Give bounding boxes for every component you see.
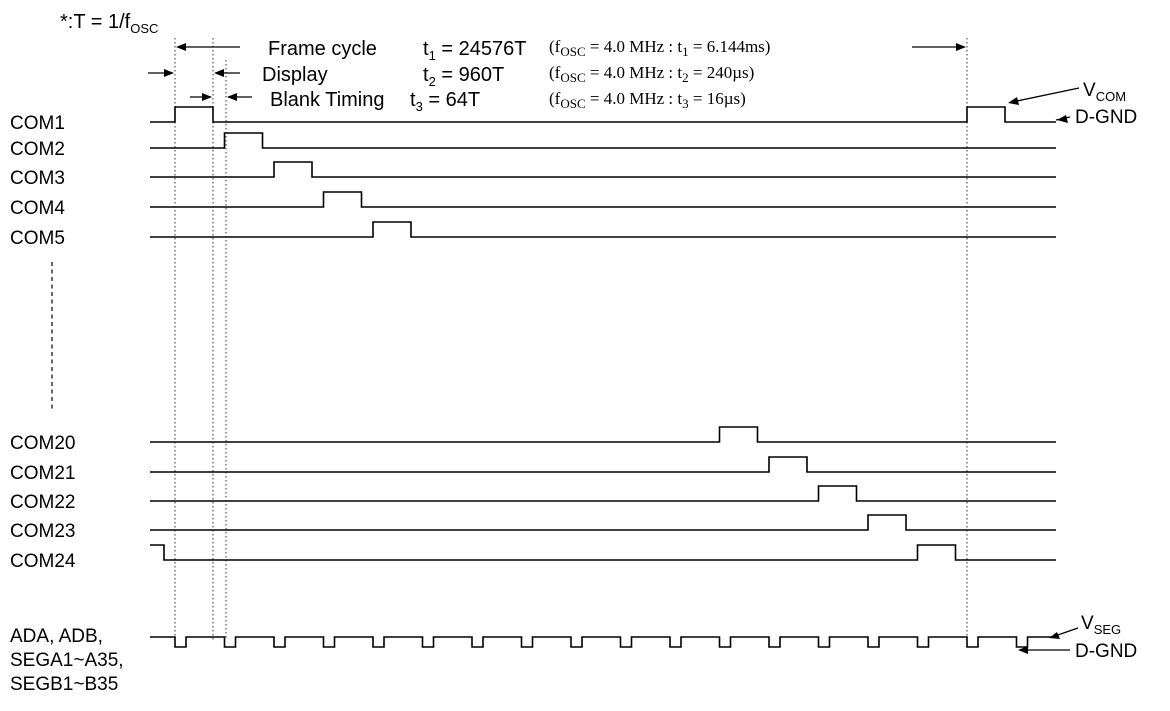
com-label: COM4 xyxy=(10,198,65,219)
seg-waveform xyxy=(150,636,1056,648)
dgnd-bottom-label: D-GND xyxy=(1075,641,1137,662)
com-label: COM3 xyxy=(10,168,65,189)
seg-label-line-3: SEGB1~B35 xyxy=(10,674,118,695)
vseg-pointer xyxy=(1049,627,1079,639)
frame-cycle-t1: t1 = 24576T xyxy=(423,38,526,63)
vcom-pointer xyxy=(1008,87,1080,105)
period-note: *:T = 1/fOSC xyxy=(60,11,158,36)
vcom-label: VCOM xyxy=(1083,80,1126,104)
com-label: COM21 xyxy=(10,463,75,484)
com-label: COM5 xyxy=(10,228,65,249)
com-waveform xyxy=(150,544,1056,561)
display-t2: t2 = 960T xyxy=(423,64,504,89)
dgnd-top-pointer xyxy=(1055,115,1071,123)
seg-label-line-2: SEGA1~A35, xyxy=(10,650,124,671)
com-waveform xyxy=(150,106,1056,123)
dgnd-top-label: D-GND xyxy=(1075,107,1137,128)
dgnd-bottom-pointer xyxy=(1018,646,1070,654)
com-waveform xyxy=(150,221,1056,238)
blank-timing-t3: t3 = 64T xyxy=(410,89,480,114)
vseg-label: VSEG xyxy=(1081,613,1121,637)
com-label: COM1 xyxy=(10,113,65,134)
blank-timing-arrows xyxy=(190,93,252,101)
frame-cycle-condition: (fOSC = 4.0 MHz : t1 = 6.144ms) xyxy=(549,37,770,59)
com-label: COM23 xyxy=(10,521,75,542)
seg-signal xyxy=(150,636,1056,648)
com-signals: COM1 COM2 COM3 COM4 COM5 COM20 COM21 COM22 COM23… xyxy=(10,106,1056,572)
com-waveform xyxy=(150,485,1056,502)
display-arrows xyxy=(148,69,240,77)
display-condition: (fOSC = 4.0 MHz : t2 = 240µs) xyxy=(549,63,754,85)
com-label: COM20 xyxy=(10,433,75,454)
com-waveform xyxy=(150,456,1056,473)
seg-label-line-1: ADA, ADB, xyxy=(10,626,103,647)
com-waveform xyxy=(150,426,1056,443)
com-waveform xyxy=(150,161,1056,178)
blank-timing-condition: (fOSC = 4.0 MHz : t3 = 16µs) xyxy=(549,89,746,111)
timing-guides xyxy=(174,38,968,640)
frame-cycle-arrows xyxy=(176,43,966,51)
frame-cycle-label: Frame cycle xyxy=(268,38,377,60)
com-label: COM2 xyxy=(10,139,65,160)
com-waveform xyxy=(150,191,1056,208)
com-waveform xyxy=(150,132,1056,149)
blank-timing-label: Blank Timing xyxy=(270,89,385,111)
com-label: COM22 xyxy=(10,492,75,513)
com-label: COM24 xyxy=(10,551,76,572)
display-label: Display xyxy=(262,64,328,86)
com-waveform xyxy=(150,514,1056,531)
